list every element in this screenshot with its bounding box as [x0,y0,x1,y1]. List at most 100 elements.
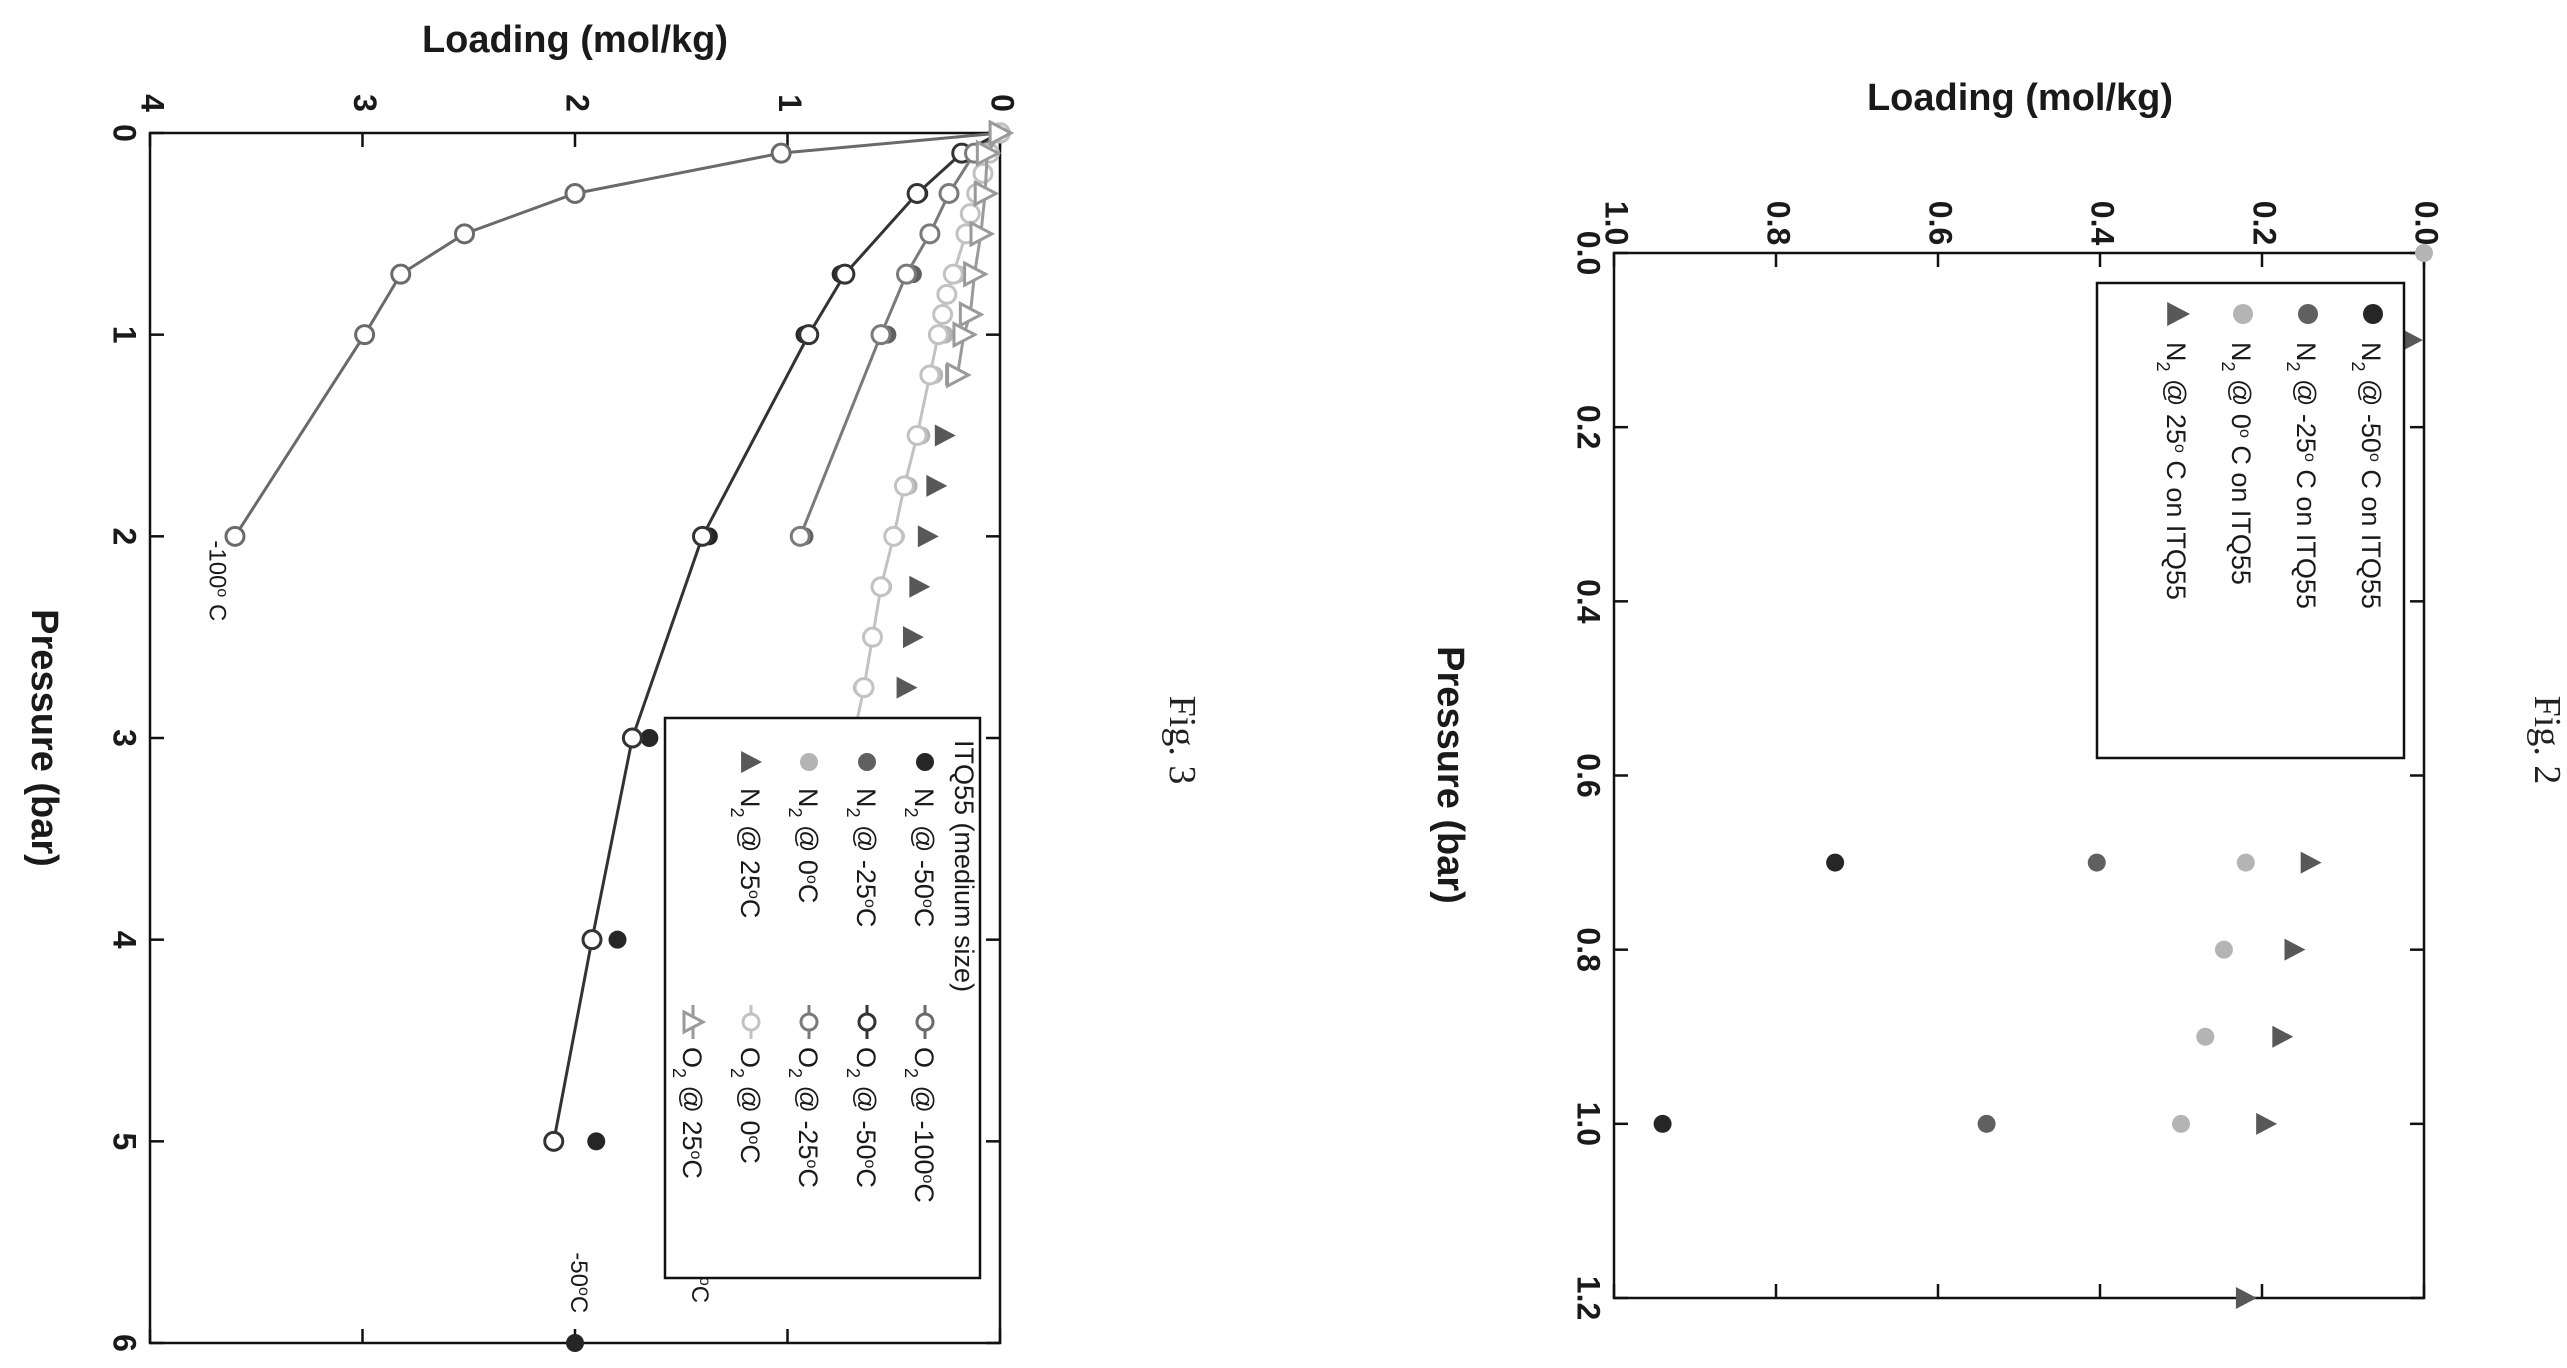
legend-marker [2233,304,2253,324]
legend-label: O2 @ 25oC [669,1047,707,1179]
legend-marker [858,753,876,771]
loading-tick-label: 3 [347,94,383,112]
legend-label: O2 @ -100oC [901,1047,939,1203]
legend-label: N2 @ 0o C on ITQ55 [2218,342,2256,585]
pressure-tick-label: 0 [107,124,143,142]
legend-entry: O2 @ -50oC [843,1005,881,1188]
fig3-ticks [148,131,1002,1345]
data-point [932,304,954,325]
data-point [909,575,931,598]
fig2-tick-labels: 0.0 0.2 0.4 0.6 0.8 1.0 1.2 0.0 0.2 0.4 0.6 0.8 1.0 [1571,201,2445,1320]
loading-tick-label: 1.0 [1599,201,1635,245]
data-point [870,576,892,598]
data-point [2172,1114,2190,1133]
loading-tick-label: 4 [135,94,171,112]
data-point [934,424,956,447]
loading-tick-label: 0 [985,94,1021,112]
legend-entry: N2 @ -50o C on ITQ55 [2348,304,2386,609]
legend-label: N2 @ 25o C on ITQ55 [2153,342,2191,600]
data-point [862,626,883,648]
loading-tick-label: 2 [560,94,596,112]
data-point [946,361,972,389]
legend-label: O2 @ -25oC [785,1047,823,1188]
data-point [2087,853,2106,872]
fig2-legend: N2 @ -50o C on ITQ55 N2 @ -25o C on ITQ55… [2095,281,2406,760]
legend-label: O2 @ -50oC [843,1047,881,1188]
data-point [975,139,1002,167]
fig3-legend-entries: N2 @ -50oC N2 @ -25oC N2 @ 0oC N2 @ 25oC O2 … [669,751,939,1203]
legend-entry: N2 @ 25oC [727,751,765,918]
data-point [972,162,994,184]
data-point [936,283,958,305]
fig2-loading-axis-title: Loading (mol/kg) [1867,77,2173,119]
pressure-tick-label: 1 [107,326,143,344]
loading-tick-label: 0.4 [2085,201,2121,246]
data-point [2415,244,2433,262]
data-point [906,183,928,204]
pressure-tick-label: 2 [107,527,143,545]
data-point [919,223,941,245]
fig3-legend-title: ITQ55 (medium size) [949,740,979,992]
loading-tick-label: 0.2 [2247,201,2283,245]
temperature-annotation: -50oC [565,1252,593,1313]
data-point [2236,853,2255,872]
data-point [564,183,586,204]
data-point [942,263,964,285]
data-point [2214,940,2233,959]
data-point [973,180,1000,207]
legend-marker [915,1012,935,1032]
loading-tick-label: 1 [772,94,808,112]
legend-entry: O2 @ 25oC [669,1005,707,1179]
data-point [566,1334,584,1352]
data-point [2196,1027,2215,1046]
data-point [224,525,246,547]
fig2-pressure-axis-title: Pressure (bar) [1429,646,1471,904]
legend-entry: N2 @ 0o C on ITQ55 [2218,304,2256,585]
data-point [2284,938,2306,961]
legend-label: N2 @ 0oC [785,788,823,903]
fig3-pressure-axis-title: Pressure (bar) [23,609,65,867]
data-point [938,183,960,204]
data-point [896,263,917,285]
fig2-legend-box [2095,281,2406,760]
data-point [893,475,915,497]
data-point [692,525,713,547]
data-point [789,525,811,547]
legend-entry: O2 @ -25oC [785,1005,823,1188]
temperature-annotation: -100o C [204,540,232,621]
legend-label: N2 @ -50o C on ITQ55 [2348,342,2386,609]
data-point [969,220,996,248]
fig2-chart: 0.00.20.40.60.81.01.20.00.20.40.60.81.0 … [1429,77,2567,1320]
fig3-legend-box [663,716,982,1280]
data-point [919,364,941,386]
pressure-tick-label: 0.0 [1571,231,1607,275]
data-point [640,729,659,747]
data-point [390,263,412,285]
data-point [2256,1112,2278,1135]
data-point [2401,329,2423,352]
data-point [906,425,928,446]
pressure-tick-label: 4 [107,931,143,949]
legend-marker [800,753,818,771]
data-point [963,260,989,288]
data-point [1826,853,1845,872]
legend-entry: N2 @ -25o C on ITQ55 [2283,304,2321,609]
data-point [959,203,981,225]
legend-entry: N2 @ -25oC [843,753,881,927]
legend-marker [2363,304,2383,324]
data-point [2300,851,2322,874]
data-point [454,223,475,245]
data-point [1977,1114,1996,1133]
legend-marker [2167,302,2190,326]
pressure-tick-label: 6 [107,1334,143,1352]
data-point [926,474,948,497]
fig3-legend: ITQ55 (medium size) N2 @ -50oC N2 @ -25oC… [663,716,982,1280]
data-point [988,119,1015,147]
legend-marker [2298,304,2318,324]
pressure-tick-label: 0.4 [1571,579,1607,624]
data-point [581,929,603,951]
data-point [798,324,820,346]
legend-entry: O2 @ -100oC [901,1005,939,1203]
legend-entry: N2 @ 0oC [785,753,823,903]
